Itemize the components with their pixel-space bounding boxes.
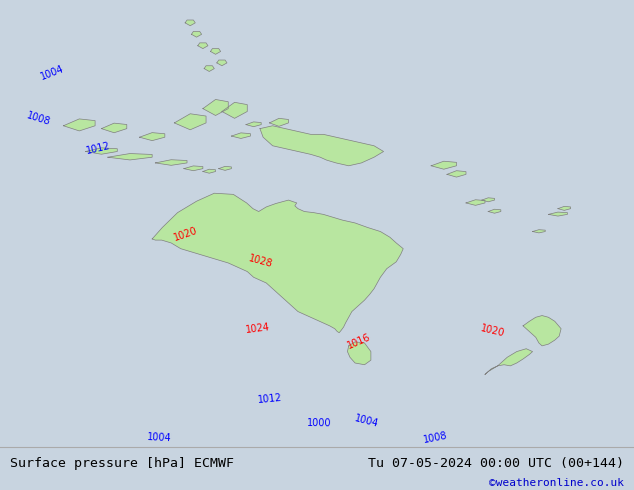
Text: 1008: 1008 (423, 430, 449, 444)
Polygon shape (101, 123, 127, 133)
Polygon shape (466, 200, 485, 205)
Polygon shape (533, 230, 545, 233)
Text: ©weatheronline.co.uk: ©weatheronline.co.uk (489, 478, 624, 489)
Polygon shape (191, 31, 202, 37)
Polygon shape (548, 212, 567, 216)
Text: Surface pressure [hPa] ECMWF: Surface pressure [hPa] ECMWF (10, 457, 233, 470)
Text: 1024: 1024 (245, 322, 270, 335)
Polygon shape (558, 206, 571, 210)
Polygon shape (485, 349, 533, 374)
Polygon shape (204, 66, 214, 72)
Polygon shape (184, 166, 203, 171)
Polygon shape (488, 209, 501, 213)
Text: 1012: 1012 (257, 392, 283, 405)
Polygon shape (63, 119, 95, 131)
Polygon shape (260, 126, 384, 166)
Text: 1012: 1012 (86, 141, 112, 156)
Text: Tu 07-05-2024 00:00 UTC (00+144): Tu 07-05-2024 00:00 UTC (00+144) (368, 457, 624, 470)
Polygon shape (231, 133, 250, 139)
Polygon shape (523, 316, 561, 346)
Polygon shape (86, 148, 117, 154)
Polygon shape (217, 60, 227, 66)
Polygon shape (482, 198, 495, 202)
Polygon shape (139, 133, 165, 141)
Polygon shape (198, 43, 208, 49)
Text: 1016: 1016 (346, 332, 372, 350)
Polygon shape (222, 102, 247, 119)
Polygon shape (155, 160, 187, 165)
Polygon shape (347, 342, 371, 365)
Text: 1020: 1020 (479, 323, 506, 339)
Polygon shape (210, 49, 221, 54)
Polygon shape (447, 171, 466, 177)
Polygon shape (185, 20, 195, 25)
Polygon shape (219, 167, 231, 171)
Polygon shape (269, 119, 288, 126)
Text: 1004: 1004 (146, 432, 171, 443)
Text: 1028: 1028 (247, 253, 274, 270)
Text: 1004: 1004 (39, 64, 66, 82)
Text: 1008: 1008 (25, 110, 51, 127)
Polygon shape (431, 161, 456, 169)
Text: 1000: 1000 (307, 417, 332, 428)
Polygon shape (203, 99, 228, 116)
Polygon shape (203, 169, 216, 173)
Polygon shape (174, 114, 206, 130)
Polygon shape (108, 153, 152, 160)
Polygon shape (246, 122, 261, 127)
Polygon shape (152, 193, 403, 333)
Text: 1020: 1020 (172, 225, 199, 243)
Text: 1004: 1004 (354, 413, 380, 429)
